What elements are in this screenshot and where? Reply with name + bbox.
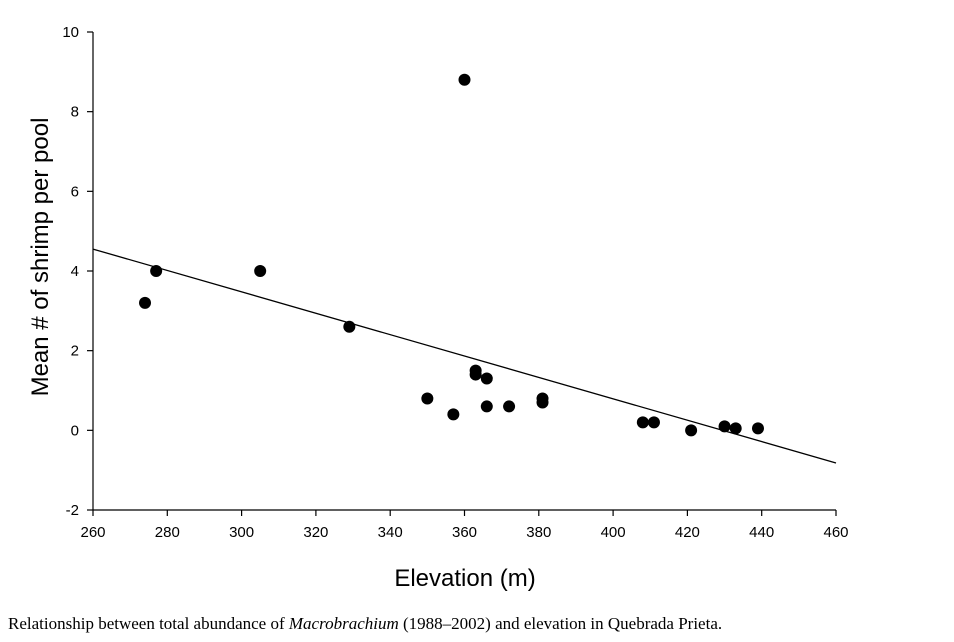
data-point	[447, 408, 460, 421]
x-tick-label: 400	[601, 524, 626, 541]
y-tick-label: 6	[71, 183, 79, 200]
x-tick-label: 340	[378, 524, 403, 541]
caption-text-before: Relationship between total abundance of	[8, 614, 289, 633]
caption-genus: Macrobrachium	[288, 614, 399, 633]
regression-line	[92, 248, 837, 464]
x-tick-label: 440	[749, 524, 774, 541]
data-point	[421, 392, 434, 405]
axes	[92, 32, 836, 511]
data-point	[458, 73, 471, 86]
x-tick-label: 320	[303, 524, 328, 541]
x-tick-label: 260	[80, 524, 105, 541]
y-tick-label: -2	[66, 502, 79, 519]
data-point	[636, 416, 649, 429]
data-point	[150, 265, 163, 277]
y-tick-label: 8	[71, 104, 79, 121]
caption-text-after: (1988–2002) and elevation in Quebrada Pr…	[398, 614, 723, 633]
data-point	[647, 416, 660, 429]
data-point	[254, 265, 267, 277]
data-point	[685, 424, 698, 437]
data-point	[503, 400, 516, 413]
data-point	[751, 422, 764, 435]
data-point	[718, 420, 731, 433]
y-tick-label: 10	[62, 24, 79, 41]
data-points	[139, 73, 764, 437]
ticks: 260 280 300 320 340 360 380 400 420 440 460 -2 0 2 4 6 8…	[62, 24, 848, 541]
data-point	[343, 320, 356, 333]
scatter-chart: 260 280 300 320 340 360 380 400 420 440 460 -2 0 2 4 6 8…	[27, 24, 849, 592]
x-tick-label: 300	[229, 524, 254, 541]
data-point	[139, 296, 152, 309]
y-tick-label: 4	[71, 263, 79, 280]
x-tick-label: 360	[452, 524, 477, 541]
data-point	[729, 422, 742, 435]
y-tick-label: 2	[71, 343, 79, 360]
data-point	[536, 396, 549, 409]
x-axis-title: Elevation (m)	[394, 565, 535, 592]
y-tick-label: 0	[71, 422, 79, 439]
x-tick-label: 460	[823, 524, 848, 541]
y-axis-title: Mean # of shrimp per pool	[27, 118, 54, 397]
x-tick-label: 380	[526, 524, 551, 541]
data-point	[480, 400, 493, 413]
data-point	[480, 372, 493, 385]
x-tick-label: 420	[675, 524, 700, 541]
data-point	[469, 368, 482, 381]
figure-caption: Relationship between total abundance of …	[8, 614, 954, 634]
trendline-group	[92, 248, 837, 464]
x-tick-label: 280	[155, 524, 180, 541]
